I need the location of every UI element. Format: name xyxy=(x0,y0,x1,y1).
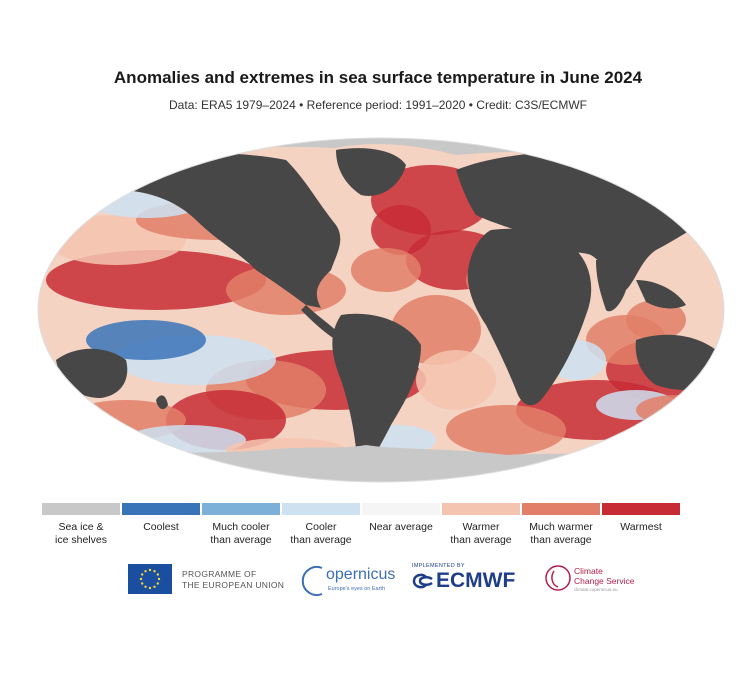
eu-star xyxy=(144,570,147,573)
legend-item-sea-ice: Sea ice & ice shelves xyxy=(42,503,120,547)
legend-swatch xyxy=(602,503,680,515)
greenland xyxy=(336,148,406,196)
anomaly-patch xyxy=(371,205,431,255)
copernicus-wordmark: opernicus xyxy=(326,566,396,583)
eu-star xyxy=(139,577,143,581)
antarctica xyxy=(38,445,724,482)
eu-star xyxy=(153,570,156,573)
eu-star xyxy=(141,573,144,576)
legend-label: Much cooler than average xyxy=(210,521,272,546)
ecmwf-wordmark: ECMWF xyxy=(436,569,516,592)
legend-item-coolest: Coolest xyxy=(122,503,200,534)
climate-change-service-logo-icon xyxy=(545,565,571,591)
eu-star xyxy=(156,573,159,576)
legend-item-warmest: Warmest xyxy=(602,503,680,534)
anomaly-patch xyxy=(446,405,566,455)
legend-label: Cooler than average xyxy=(290,521,352,546)
legend-item-warmer: Warmer than average xyxy=(442,503,520,547)
eu-star xyxy=(157,577,161,581)
copernicus-logo-icon xyxy=(301,566,323,596)
anomaly-patch xyxy=(626,300,686,340)
south-america xyxy=(332,313,421,475)
legend-item-near-average: Near average xyxy=(362,503,440,534)
legend-item-much-cooler: Much cooler than average xyxy=(202,503,280,547)
climate-copernicus-url: climate.copernicus.eu xyxy=(574,587,618,592)
central-america xyxy=(301,305,341,340)
legend-label: Warmest xyxy=(620,521,662,533)
ecmwf-logo-icon xyxy=(412,573,433,589)
legend-swatch xyxy=(42,503,120,515)
eu-star xyxy=(153,585,156,588)
copernicus-tagline: Europe's eyes on Earth xyxy=(328,586,386,592)
anomaly-patch xyxy=(416,350,496,410)
anomaly-patch xyxy=(86,320,206,360)
southeast-asia xyxy=(636,280,686,309)
legend: Sea ice & ice shelves Coolest Much cooler… xyxy=(42,503,722,553)
anomaly-patch xyxy=(351,248,421,292)
legend-swatch xyxy=(122,503,200,515)
legend-label: Coolest xyxy=(143,521,179,533)
eu-star xyxy=(148,568,152,572)
legend-label: Sea ice & ice shelves xyxy=(55,521,107,546)
partner-logos: PROGRAMME OF THE EUROPEAN UNION opernicus… xyxy=(120,560,640,600)
anomaly-patch xyxy=(46,250,266,310)
legend-swatch xyxy=(522,503,600,515)
anomaly-patch xyxy=(636,395,716,425)
legend-item-much-warmer: Much warmer than average xyxy=(522,503,600,547)
legend-swatch xyxy=(442,503,520,515)
legend-item-cooler: Cooler than average xyxy=(282,503,360,547)
legend-swatch xyxy=(282,503,360,515)
eu-star xyxy=(148,586,152,590)
new-zealand xyxy=(156,395,168,410)
climate-change-service-text: Climate Change Service xyxy=(574,566,635,586)
legend-label: Much warmer than average xyxy=(529,521,593,546)
eu-star xyxy=(141,582,144,585)
legend-label: Warmer than average xyxy=(450,521,512,546)
eu-star xyxy=(156,582,159,585)
legend-swatch xyxy=(362,503,440,515)
legend-label: Near average xyxy=(369,521,433,533)
eu-programme-text: PROGRAMME OF THE EUROPEAN UNION xyxy=(182,569,285,590)
eu-flag-icon xyxy=(128,564,172,594)
world-sst-map xyxy=(37,137,725,483)
india xyxy=(596,260,626,312)
map-subtitle: Data: ERA5 1979–2024 • Reference period:… xyxy=(169,98,587,112)
ecmwf-implemented-by: IMPLEMENTED BY xyxy=(412,563,465,569)
north-america xyxy=(96,153,341,308)
australia xyxy=(56,348,128,398)
legend-swatch xyxy=(202,503,280,515)
eu-star xyxy=(144,585,147,588)
africa xyxy=(467,228,592,406)
map-title: Anomalies and extremes in sea surface te… xyxy=(113,68,643,87)
